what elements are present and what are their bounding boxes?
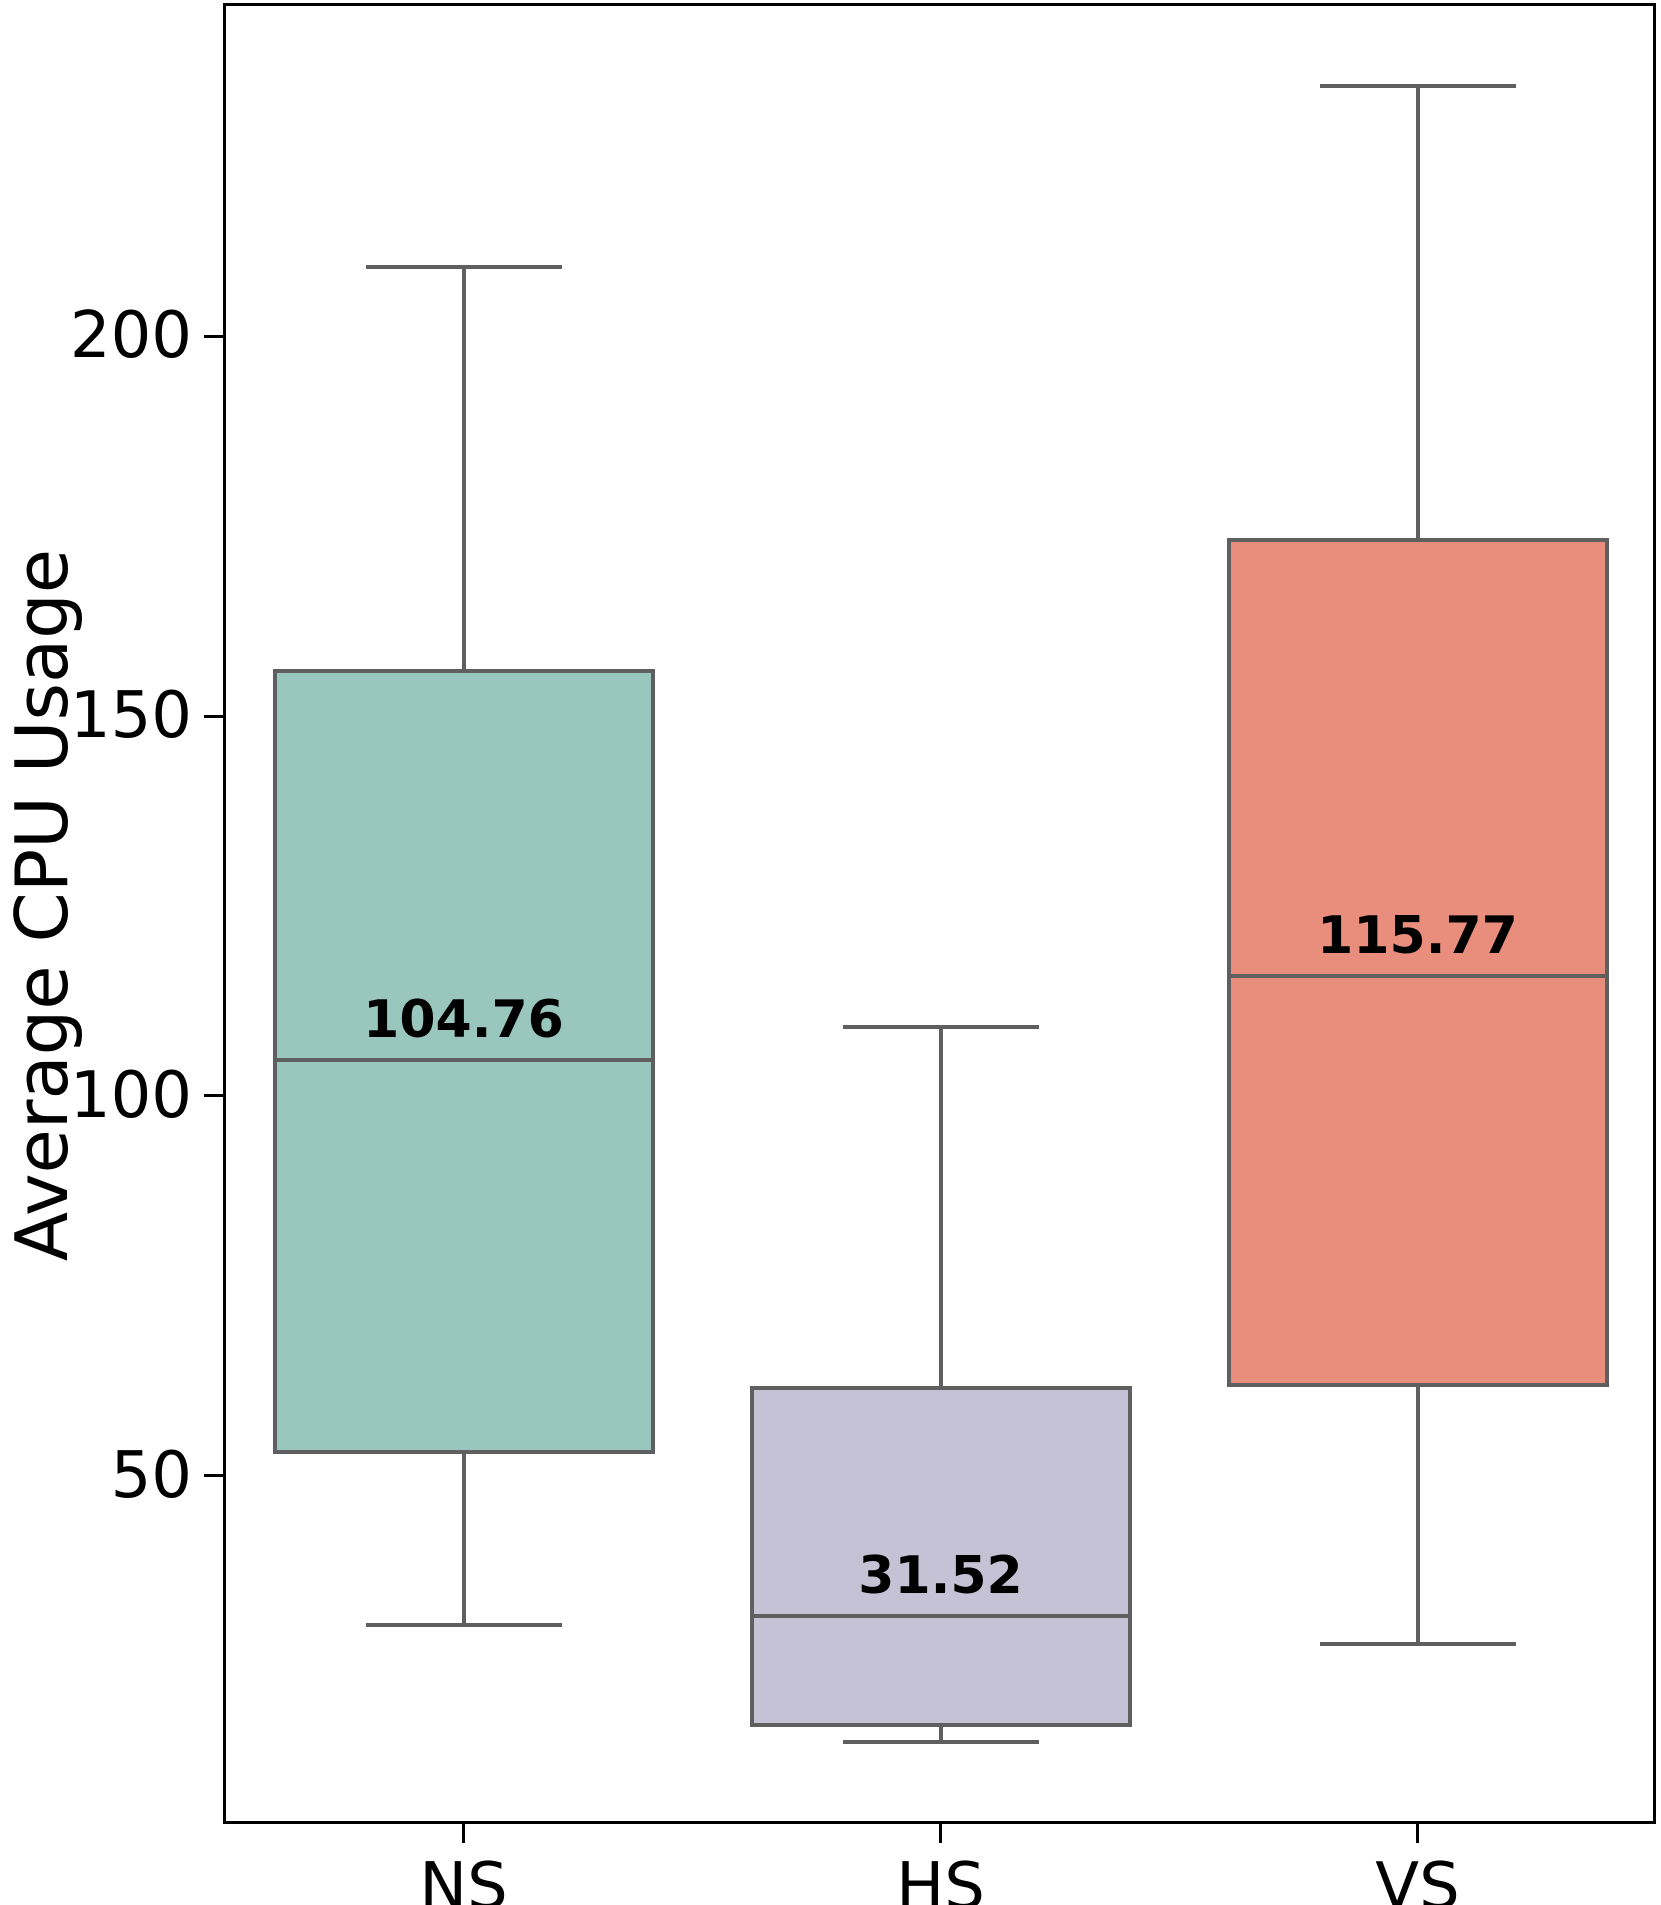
median-line <box>272 1057 655 1062</box>
y-axis-tick-label: 100 <box>69 1058 192 1133</box>
whisker-cap-bottom <box>1319 1642 1516 1647</box>
box-vs <box>1226 538 1609 1387</box>
whisker-cap-top <box>842 1024 1039 1029</box>
y-axis-tick <box>204 714 225 718</box>
whisker-lower <box>461 1453 466 1626</box>
x-axis-tick-label: HS <box>896 1850 985 1905</box>
median-value-label: 104.76 <box>363 989 564 1050</box>
x-axis-tick <box>939 1823 942 1843</box>
whisker-upper <box>1415 86 1420 539</box>
y-axis-tick <box>204 1094 225 1098</box>
median-value-label: 31.52 <box>858 1546 1023 1607</box>
y-axis-tick <box>204 1474 225 1478</box>
y-axis-title: Average CPU Usage <box>0 548 84 1262</box>
x-axis-tick-label: VS <box>1375 1850 1460 1905</box>
median-line <box>1226 974 1609 979</box>
whisker-cap-top <box>365 265 562 270</box>
x-axis-tick-label: NS <box>419 1850 508 1905</box>
whisker-cap-top <box>1319 84 1516 89</box>
x-axis-tick <box>1416 1823 1419 1843</box>
median-line <box>749 1614 1132 1619</box>
y-axis-tick-label: 50 <box>110 1438 192 1513</box>
whisker-lower <box>1415 1386 1420 1645</box>
whisker-cap-bottom <box>365 1623 562 1628</box>
median-value-label: 115.77 <box>1317 906 1518 967</box>
y-axis-tick-label: 200 <box>69 299 192 374</box>
whisker-upper <box>938 1026 943 1387</box>
whisker-lower <box>938 1726 943 1742</box>
box-hs <box>749 1386 1132 1727</box>
whisker-cap-bottom <box>842 1739 1039 1744</box>
y-axis-tick <box>204 334 225 338</box>
x-axis-tick <box>462 1823 465 1843</box>
whisker-upper <box>461 267 466 669</box>
y-axis-tick-label: 150 <box>69 679 192 754</box>
